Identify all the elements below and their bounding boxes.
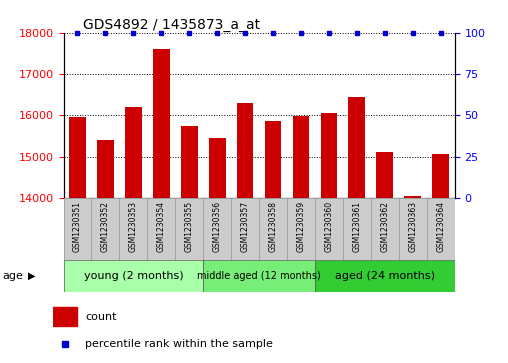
- Bar: [321, 113, 337, 363]
- Bar: [315, 198, 343, 260]
- Bar: [287, 198, 315, 260]
- Bar: [147, 198, 175, 260]
- Bar: [153, 49, 170, 363]
- Text: aged (24 months): aged (24 months): [335, 271, 435, 281]
- Bar: [203, 198, 231, 260]
- Bar: [343, 198, 371, 260]
- Text: ▶: ▶: [28, 271, 36, 281]
- Text: GSM1230363: GSM1230363: [408, 201, 417, 252]
- Text: GSM1230358: GSM1230358: [269, 201, 277, 252]
- Bar: [315, 260, 455, 292]
- Bar: [427, 198, 455, 260]
- Bar: [64, 260, 203, 292]
- Text: GSM1230359: GSM1230359: [297, 201, 305, 252]
- Bar: [293, 116, 309, 363]
- Text: percentile rank within the sample: percentile rank within the sample: [85, 339, 273, 349]
- Bar: [348, 97, 365, 363]
- Bar: [97, 140, 114, 363]
- Bar: [209, 138, 226, 363]
- Bar: [376, 152, 393, 363]
- Bar: [69, 117, 86, 363]
- Text: GSM1230356: GSM1230356: [213, 201, 221, 252]
- Bar: [175, 198, 203, 260]
- Bar: [399, 198, 427, 260]
- Text: GSM1230362: GSM1230362: [380, 201, 389, 252]
- Text: GSM1230351: GSM1230351: [73, 201, 82, 252]
- Bar: [371, 198, 399, 260]
- Text: age: age: [3, 271, 23, 281]
- Bar: [119, 198, 147, 260]
- Bar: [237, 103, 253, 363]
- Bar: [91, 198, 119, 260]
- Text: middle aged (12 months): middle aged (12 months): [197, 271, 321, 281]
- Text: GSM1230354: GSM1230354: [157, 201, 166, 252]
- Bar: [125, 107, 142, 363]
- Text: GSM1230360: GSM1230360: [325, 201, 333, 252]
- Text: GSM1230357: GSM1230357: [241, 201, 249, 252]
- Text: GSM1230353: GSM1230353: [129, 201, 138, 252]
- Bar: [203, 260, 315, 292]
- Bar: [259, 198, 287, 260]
- Text: count: count: [85, 311, 117, 322]
- Text: GSM1230364: GSM1230364: [436, 201, 445, 252]
- Bar: [181, 126, 198, 363]
- Text: young (2 months): young (2 months): [83, 271, 183, 281]
- Bar: [265, 122, 281, 363]
- Bar: [64, 198, 91, 260]
- Bar: [53, 307, 77, 326]
- Bar: [404, 196, 421, 363]
- Text: GSM1230361: GSM1230361: [353, 201, 361, 252]
- Text: GSM1230355: GSM1230355: [185, 201, 194, 252]
- Bar: [231, 198, 259, 260]
- Text: GSM1230352: GSM1230352: [101, 201, 110, 252]
- Text: GDS4892 / 1435873_a_at: GDS4892 / 1435873_a_at: [83, 18, 260, 32]
- Bar: [432, 155, 449, 363]
